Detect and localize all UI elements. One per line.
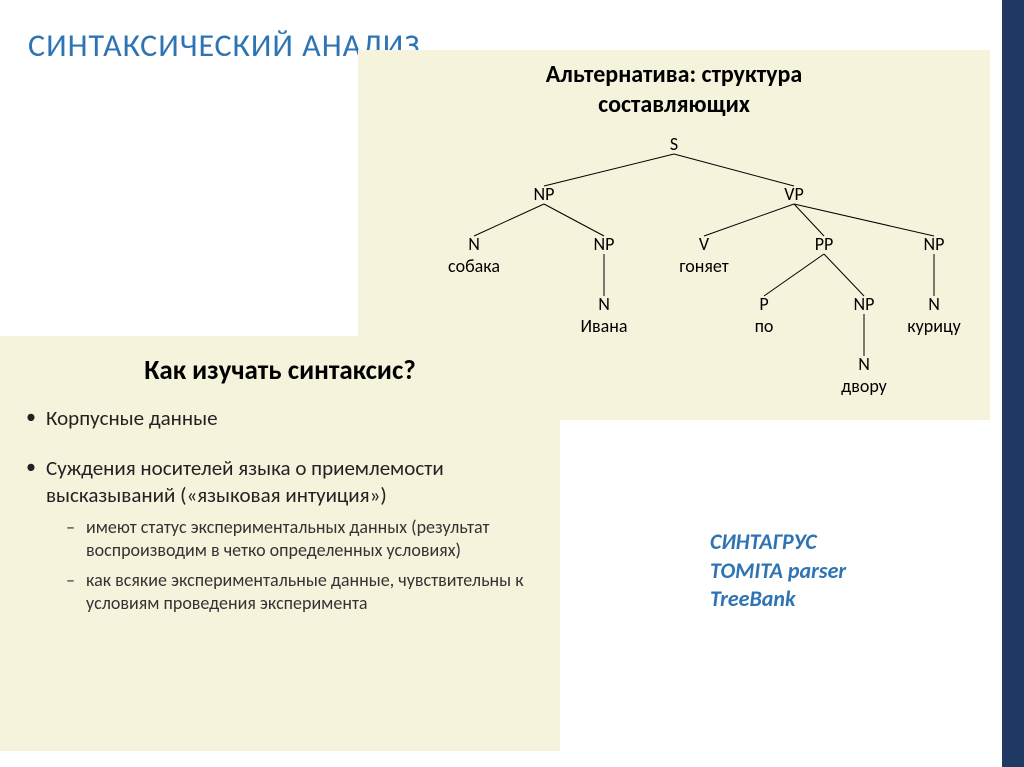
tree-edge [674, 154, 794, 186]
sub-list-item: имеют статус экспериментальных данных (р… [46, 516, 538, 563]
accent-bar [1002, 0, 1024, 767]
tree-edge [544, 204, 604, 236]
tree-node-word: по [755, 315, 774, 337]
tree-node-label: NP [594, 233, 615, 255]
tree-node-label: NP [534, 183, 555, 205]
tree-edge [824, 254, 864, 296]
tree-edge [704, 204, 794, 236]
tree-node-word: гоняет [679, 255, 729, 277]
tree-node-label: P [759, 293, 768, 315]
left-panel-title: Как изучать синтаксис? [22, 354, 538, 387]
tree-node-label: N [858, 353, 870, 375]
link-item: TOMITA parser [710, 557, 846, 586]
list-item: Корпусные данные [22, 405, 538, 431]
link-item: СИНТАГРУС [710, 528, 846, 557]
tree-node-label: S [670, 133, 678, 155]
tree-node-label: NP [854, 293, 875, 315]
tree-title: Альтернатива: структура составляющих [358, 50, 990, 120]
tree-title-line1: Альтернатива: структура [546, 60, 802, 89]
tree-edge [794, 204, 934, 236]
tree-node-label: N [598, 293, 610, 315]
tree-node-label: V [699, 233, 710, 255]
tree-node-label: NP [924, 233, 945, 255]
tree-node-label: N [468, 233, 480, 255]
sub-list-item: как всякие экспериментальные данные, чув… [46, 569, 538, 616]
tree-node-label: VP [784, 183, 804, 205]
tree-node-word: двору [841, 375, 887, 397]
list-item: Суждения носителей языка о приемлемости … [22, 455, 538, 615]
links-block: СИНТАГРУСTOMITA parserTreeBank [710, 528, 846, 614]
tree-node-word: Ивана [580, 315, 627, 337]
tree-edge [544, 154, 674, 186]
tree-edge [794, 204, 824, 236]
link-item: TreeBank [710, 585, 846, 614]
tree-node-label: N [928, 293, 940, 315]
tree-title-line2: составляющих [598, 90, 750, 119]
tree-edge [474, 204, 544, 236]
bullet-list: Корпусные данные Суждения носителей языка… [22, 405, 538, 615]
tree-node-label: PP [815, 233, 834, 255]
tree-node-word: курицу [907, 315, 961, 337]
left-panel: Как изучать синтаксис? Корпусные данные С… [0, 336, 560, 751]
tree-edge [764, 254, 824, 296]
tree-node-word: собака [448, 255, 500, 277]
sub-list: имеют статус экспериментальных данных (р… [46, 516, 538, 616]
